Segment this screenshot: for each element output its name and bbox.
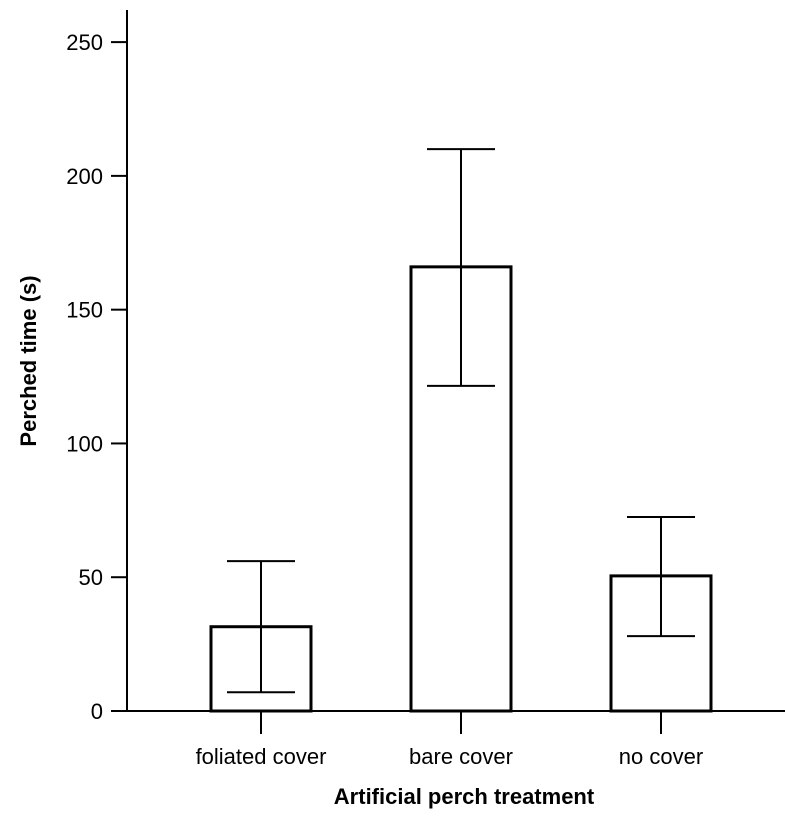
y-tick-label: 100 [66, 431, 103, 456]
x-tick-label: no cover [619, 744, 703, 769]
y-axis-title: Perched time (s) [16, 275, 41, 446]
x-tick-label: foliated cover [196, 744, 327, 769]
y-tick-label: 250 [66, 30, 103, 55]
plot-area: 0 50 100 150 200 250 foliated cover bare cover n… [66, 10, 785, 769]
y-tick-label: 200 [66, 164, 103, 189]
x-axis-title: Artificial perch treatment [334, 784, 595, 809]
y-tick-label: 150 [66, 298, 103, 323]
y-tick-label: 0 [91, 699, 103, 724]
y-tick-label: 50 [79, 565, 103, 590]
x-tick-label: bare cover [409, 744, 513, 769]
